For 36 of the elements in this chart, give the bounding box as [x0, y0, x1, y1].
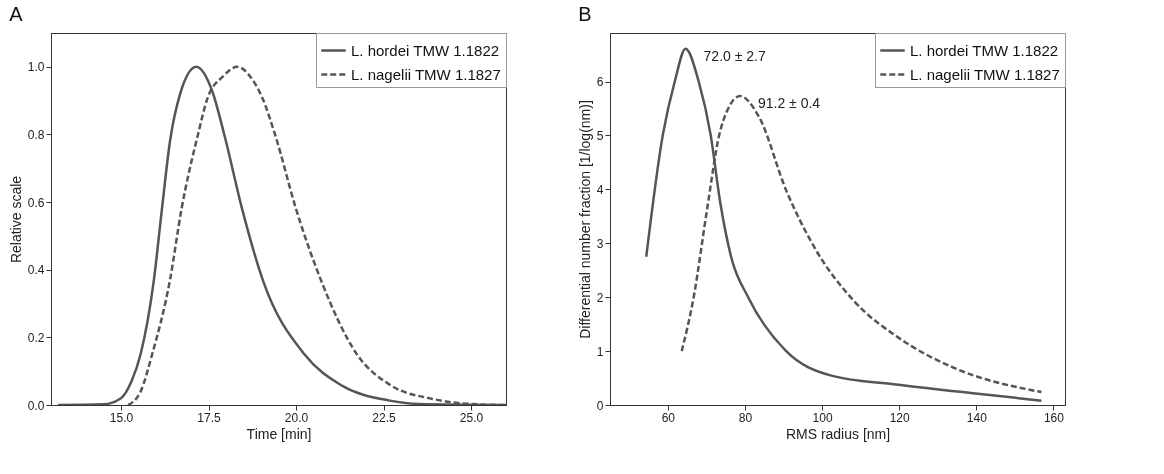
legend-label: L. hordei TMW 1.1822 — [910, 41, 1059, 59]
y-tick-label: 6 — [596, 75, 604, 90]
y-tick-label: 0.8 — [27, 127, 45, 142]
y-tick-label: 2 — [596, 290, 604, 305]
legend-label: L. hordei TMW 1.1822 — [351, 41, 500, 59]
y-axis-title: Differential number fraction [1/log(nm)] — [576, 100, 593, 339]
y-axis-title: Relative scale — [7, 175, 24, 264]
x-axis-title: RMS radius [nm] — [785, 425, 891, 442]
x-tick-label: 17.5 — [197, 410, 221, 425]
y-tick-label: 0 — [596, 398, 604, 413]
chart-title: B — [578, 2, 592, 25]
legend-label: L. nagelii TMW 1.1827 — [910, 65, 1060, 83]
x-tick-label: 120 — [889, 410, 911, 425]
annotation: 72.0 ± 2.7 — [703, 47, 766, 64]
x-tick-label: 80 — [738, 410, 753, 425]
y-tick-label: 3 — [596, 236, 604, 251]
x-tick-label: 20.0 — [284, 410, 309, 425]
annotation: 91.2 ± 0.4 — [757, 95, 821, 112]
y-tick-label: 0.2 — [27, 330, 45, 345]
x-tick-label: 22.5 — [372, 410, 396, 425]
y-tick-label: 0.6 — [27, 195, 45, 210]
x-axis-title: Time [min] — [246, 425, 312, 442]
y-tick-label: 1.0 — [27, 60, 45, 75]
x-tick-label: 160 — [1043, 410, 1065, 425]
x-tick-label: 100 — [812, 410, 833, 425]
y-tick-label: 5 — [596, 128, 604, 143]
chart-title: A — [9, 2, 24, 25]
y-tick-label: 0.4 — [27, 263, 45, 278]
legend-label: L. nagelii TMW 1.1827 — [351, 65, 501, 83]
x-tick-label: 60 — [661, 410, 676, 425]
y-tick-label: 0.0 — [27, 398, 45, 413]
y-tick-label: 1 — [596, 344, 604, 359]
x-tick-label: 25.0 — [459, 410, 484, 425]
x-tick-label: 140 — [966, 410, 988, 425]
y-tick-label: 4 — [596, 182, 604, 197]
x-tick-label: 15.0 — [109, 410, 134, 425]
